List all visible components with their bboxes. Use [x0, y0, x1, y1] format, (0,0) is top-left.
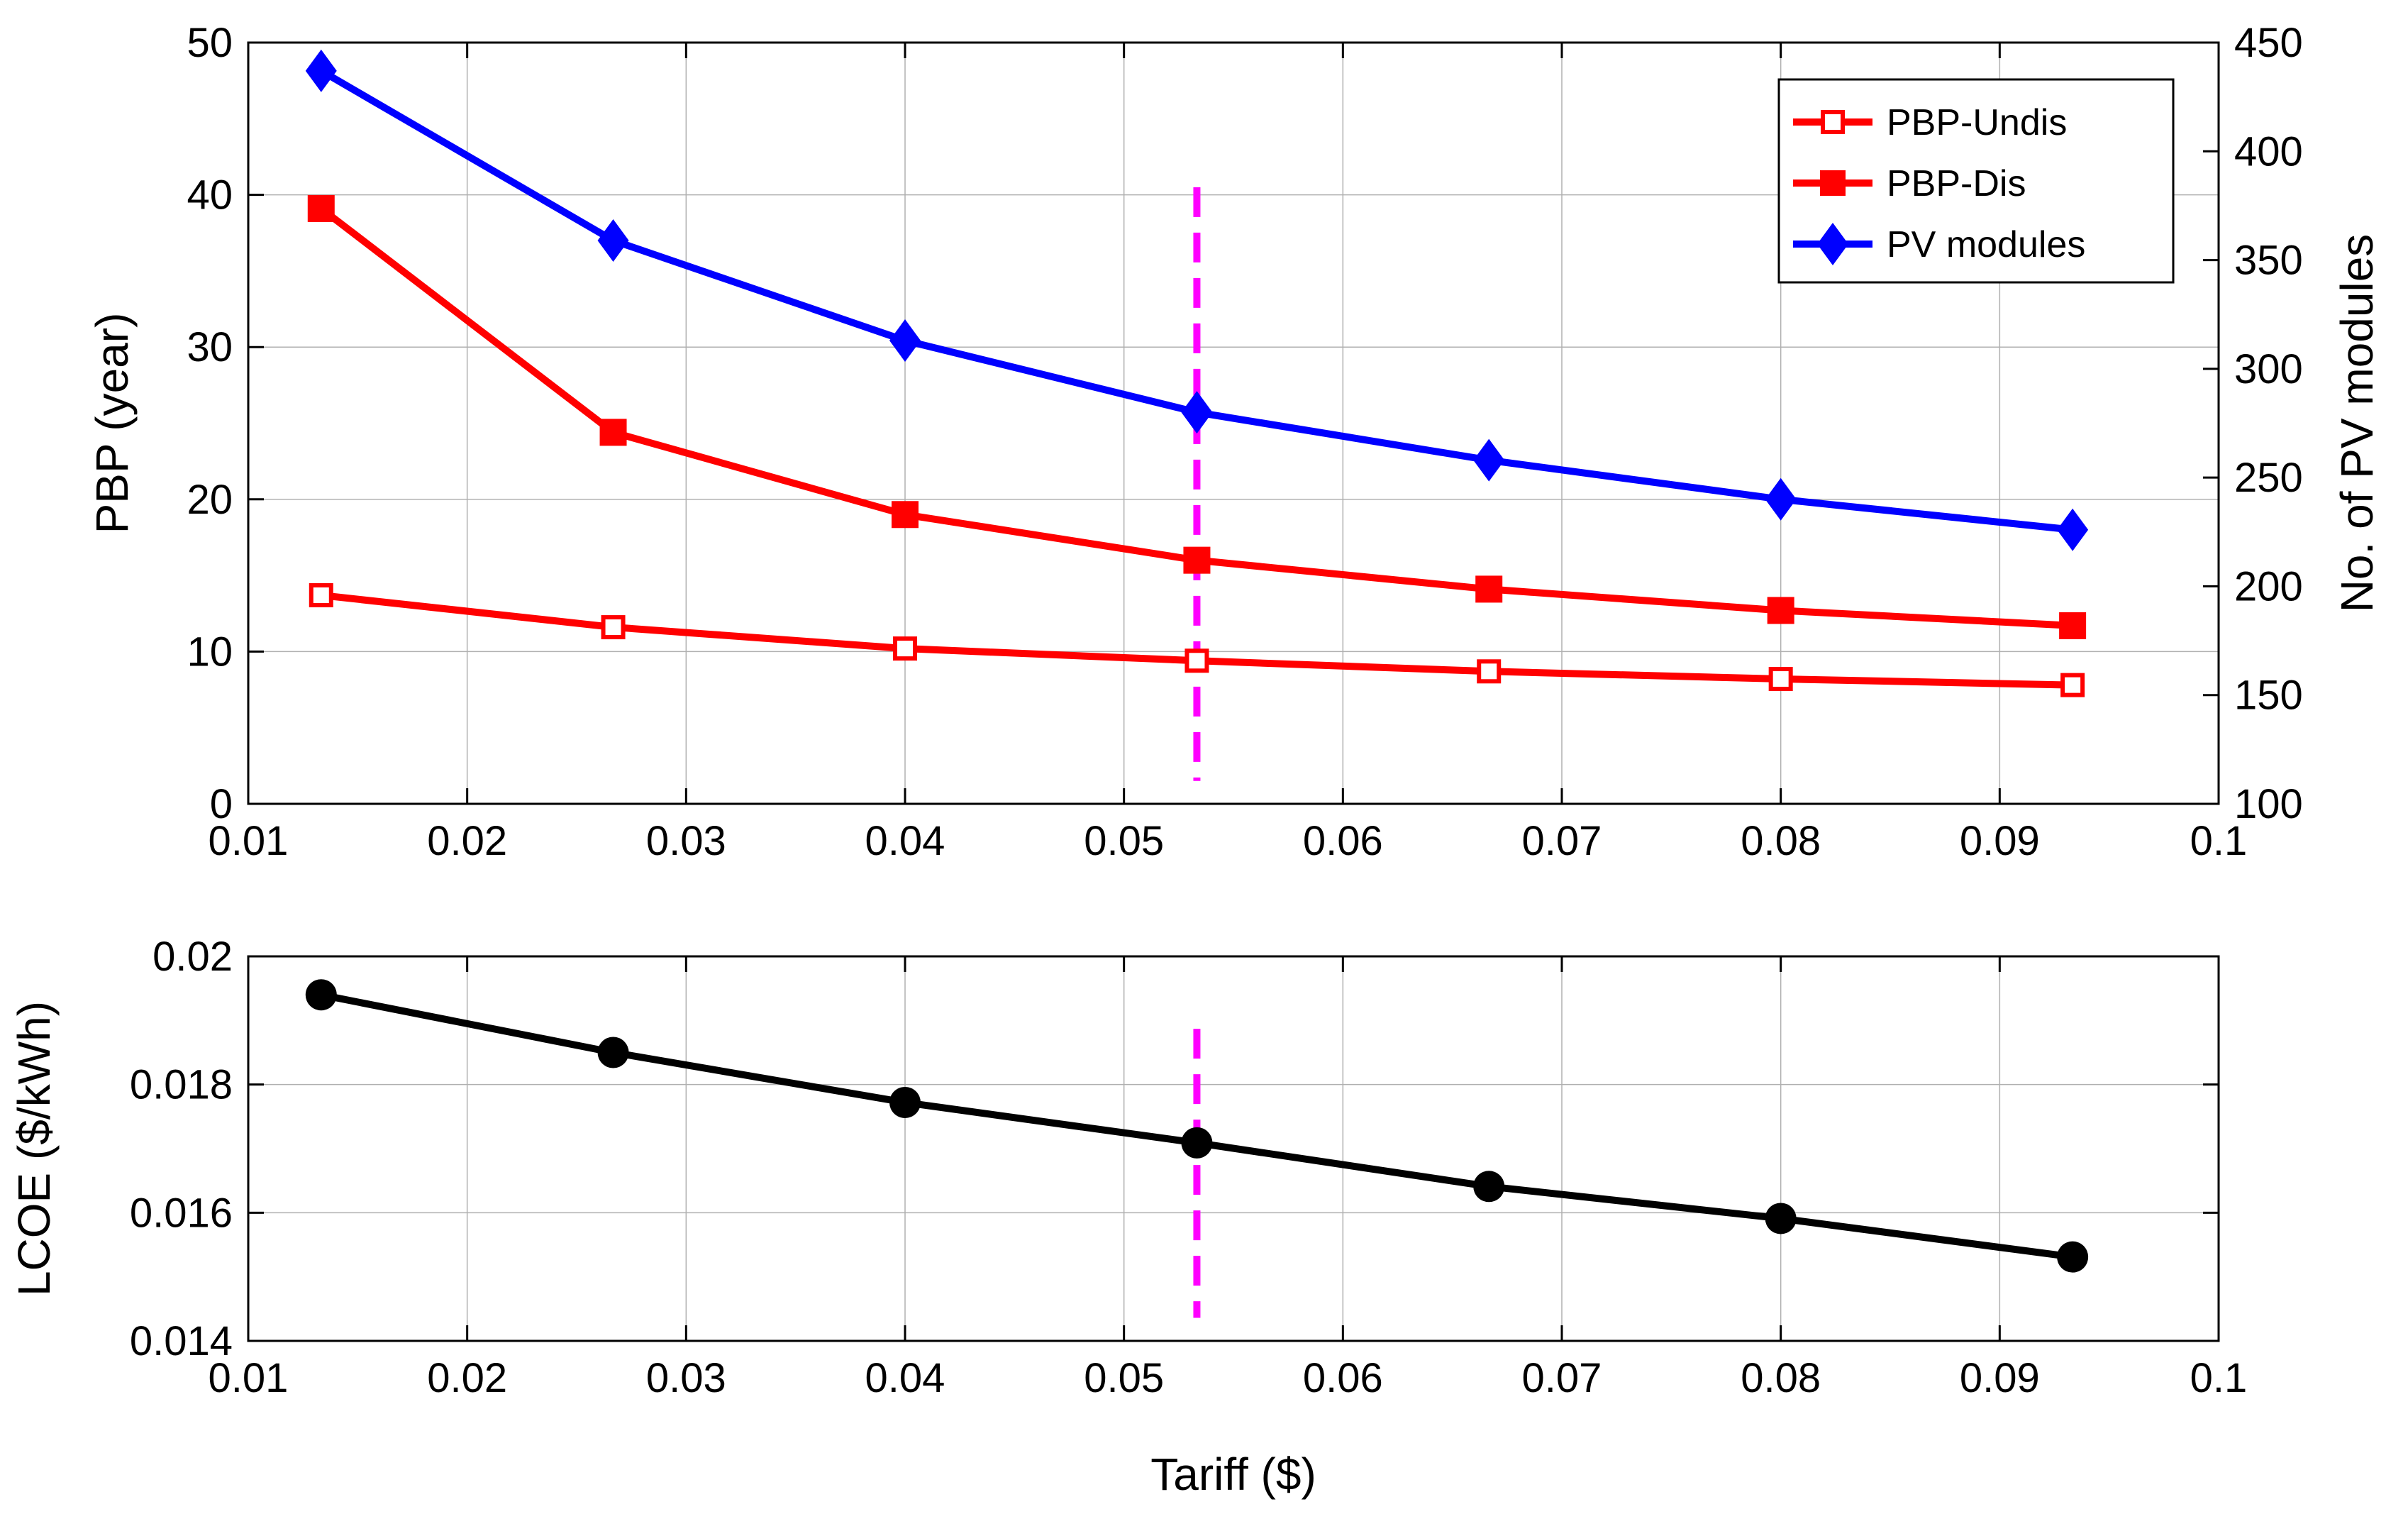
point-pbp-dis [307, 194, 335, 222]
point-pv-modules [305, 49, 337, 92]
point-pbp-dis [1475, 575, 1503, 603]
bot-x-tick-label: 0.05 [1084, 1355, 1164, 1401]
point-pbp-undis [1184, 648, 1209, 673]
point-pv-modules [889, 319, 921, 363]
top-right-axis-title: No. of PV modules [2331, 234, 2382, 613]
top-y-right-tick-label: 100 [2234, 781, 2303, 827]
bot-x-tick-label: 0.07 [1522, 1355, 1602, 1401]
top-left-axis-title: PBP (year) [87, 313, 138, 534]
point-pv-modules [1181, 391, 1213, 434]
top-y-right-tick-label: 300 [2234, 346, 2303, 392]
point-pbp-undis [893, 636, 917, 661]
point-lcoe [597, 1037, 629, 1068]
bot-x-tick-label: 0.06 [1303, 1355, 1383, 1401]
top-y-right-tick-label: 150 [2234, 673, 2303, 719]
point-pbp-undis [2060, 673, 2085, 697]
point-pbp-undis [309, 582, 333, 607]
point-lcoe [305, 979, 337, 1011]
top-x-tick-label: 0.03 [646, 818, 726, 864]
bot-y-tick-label: 0.02 [152, 934, 233, 980]
bot-x-tick-label: 0.09 [1960, 1355, 2040, 1401]
top-x-tick-label: 0.05 [1084, 818, 1164, 864]
top-y-right-tick-label: 400 [2234, 128, 2303, 175]
top-y-right-tick-label: 200 [2234, 563, 2303, 609]
bot-x-tick-label: 0.02 [427, 1355, 507, 1401]
top-x-tick-label: 0.02 [427, 818, 507, 864]
top-x-tick-label: 0.07 [1522, 818, 1602, 864]
legend-marker-pv-modules [1817, 223, 1848, 265]
top-axes-frame [247, 41, 2220, 805]
bottom-ticks: 0.01 0.02 0.03 0.04 0.05 0.06 0.07 0.08 0.09 0.1 0… [130, 934, 2247, 1401]
top-series-group [305, 49, 2089, 697]
bottom-x-axis-title: Tariff ($) [1150, 1449, 1316, 1500]
bot-x-tick-label: 0.04 [865, 1355, 945, 1401]
top-x-tick-label: 0.04 [865, 818, 945, 864]
point-lcoe [1181, 1127, 1213, 1159]
bot-x-tick-label: 0.01 [209, 1355, 289, 1401]
bot-y-tick-label: 0.014 [130, 1318, 233, 1364]
bot-x-tick-label: 0.03 [646, 1355, 726, 1401]
point-pv-modules [2057, 508, 2089, 551]
top-x-tick-label: 0.09 [1960, 818, 2040, 864]
point-pbp-dis [2059, 612, 2087, 639]
top-y-tick-label: 40 [187, 172, 233, 219]
point-pbp-dis [1183, 546, 1211, 574]
top-ticks: 0.01 0.02 0.03 0.04 0.05 0.06 0.07 0.08 0.09 0.1 0… [187, 20, 2302, 864]
top-x-tick-label: 0.1 [2190, 818, 2248, 864]
point-lcoe [889, 1086, 921, 1118]
bottom-series-group [305, 979, 2089, 1273]
bot-y-tick-label: 0.016 [130, 1190, 233, 1236]
bot-x-tick-label: 0.1 [2190, 1355, 2248, 1401]
point-lcoe [1765, 1203, 1797, 1234]
top-y-tick-label: 0 [210, 781, 233, 827]
legend-marker-pbp-dis [1820, 170, 1846, 196]
bottom-axes-frame [247, 955, 2220, 1342]
point-pbp-dis [892, 501, 919, 529]
top-y-tick-label: 50 [187, 20, 233, 66]
top-x-tick-label: 0.08 [1741, 818, 1821, 864]
bottom-panel: 0.01 0.02 0.03 0.04 0.05 0.06 0.07 0.08 0.09 0.1 0… [9, 934, 2247, 1500]
point-pbp-dis [599, 419, 627, 446]
legend-label-pv-modules: PV modules [1887, 224, 2085, 265]
point-pbp-undis [1477, 659, 1502, 684]
point-lcoe [2057, 1241, 2089, 1273]
top-y-tick-label: 10 [187, 629, 233, 675]
point-pbp-undis [601, 615, 626, 640]
bottom-left-axis-title: LCOE ($/kWh) [9, 1001, 60, 1296]
legend-label-pbp-undis: PBP-Undis [1887, 102, 2067, 143]
top-y-tick-label: 30 [187, 324, 233, 370]
top-panel: 0.01 0.02 0.03 0.04 0.05 0.06 0.07 0.08 0.09 0.1 0… [87, 20, 2382, 864]
point-pbp-dis [1767, 597, 1794, 624]
legend: PBP-Undis PBP-Dis PV modules [1777, 78, 2175, 284]
top-x-tick-label: 0.01 [209, 818, 289, 864]
bot-x-tick-label: 0.08 [1741, 1355, 1821, 1401]
top-y-right-tick-label: 450 [2234, 20, 2303, 66]
point-pv-modules [1473, 438, 1505, 482]
top-y-tick-label: 20 [187, 477, 233, 523]
top-y-right-tick-label: 250 [2234, 455, 2303, 501]
point-lcoe [1473, 1171, 1505, 1203]
point-pv-modules [1765, 477, 1797, 521]
top-y-right-tick-label: 350 [2234, 238, 2303, 284]
point-pv-modules [597, 219, 629, 262]
legend-label-pbp-dis: PBP-Dis [1887, 163, 2026, 204]
bot-y-tick-label: 0.018 [130, 1062, 233, 1108]
top-x-tick-label: 0.06 [1303, 818, 1383, 864]
legend-marker-pbp-undis [1821, 110, 1845, 134]
point-pbp-undis [1768, 667, 1793, 692]
